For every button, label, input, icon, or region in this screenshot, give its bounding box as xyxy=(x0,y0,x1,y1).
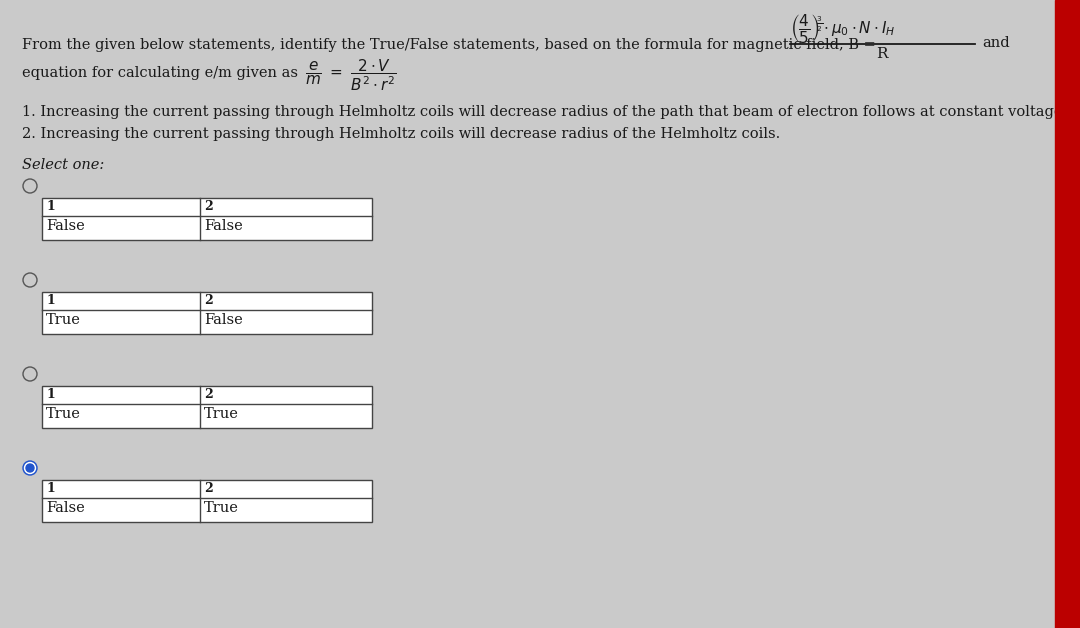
FancyBboxPatch shape xyxy=(42,292,372,334)
Text: Select one:: Select one: xyxy=(22,158,105,172)
Text: R: R xyxy=(876,47,888,61)
Text: True: True xyxy=(204,501,239,515)
Text: 2: 2 xyxy=(204,294,213,307)
Text: True: True xyxy=(204,407,239,421)
Circle shape xyxy=(25,462,36,474)
Text: $\dfrac{e}{m}\ =\ \dfrac{2\cdot V}{B^2\cdot r^2}$: $\dfrac{e}{m}\ =\ \dfrac{2\cdot V}{B^2\c… xyxy=(305,58,396,94)
Text: 2: 2 xyxy=(204,388,213,401)
Text: 1: 1 xyxy=(46,388,55,401)
Text: False: False xyxy=(204,313,243,327)
Text: 2: 2 xyxy=(204,482,213,495)
FancyBboxPatch shape xyxy=(42,480,372,522)
Text: From the given below statements, identify the True/False statements, based on th: From the given below statements, identif… xyxy=(22,38,876,52)
Text: 1: 1 xyxy=(46,294,55,307)
Text: False: False xyxy=(204,219,243,233)
Text: 1: 1 xyxy=(46,482,55,495)
Bar xyxy=(1055,0,1080,628)
Text: True: True xyxy=(46,313,81,327)
Text: 1: 1 xyxy=(46,200,55,213)
Text: False: False xyxy=(46,219,84,233)
FancyBboxPatch shape xyxy=(42,386,372,428)
Text: False: False xyxy=(46,501,84,515)
Text: 2. Increasing the current passing through Helmholtz coils will decrease radius o: 2. Increasing the current passing throug… xyxy=(22,127,780,141)
Circle shape xyxy=(23,461,37,475)
FancyBboxPatch shape xyxy=(42,198,372,240)
Text: equation for calculating e/m given as: equation for calculating e/m given as xyxy=(22,66,298,80)
Text: and: and xyxy=(982,36,1010,50)
Text: 2: 2 xyxy=(204,200,213,213)
Text: True: True xyxy=(46,407,81,421)
Circle shape xyxy=(26,464,33,472)
Text: $\left(\dfrac{4}{5}\right)^{\!\!\frac{3}{2}}\!\cdot\mu_0\cdot N\cdot I_H$: $\left(\dfrac{4}{5}\right)^{\!\!\frac{3}… xyxy=(789,12,895,45)
Text: 1. Increasing the current passing through Helmholtz coils will decrease radius o: 1. Increasing the current passing throug… xyxy=(22,105,1067,119)
